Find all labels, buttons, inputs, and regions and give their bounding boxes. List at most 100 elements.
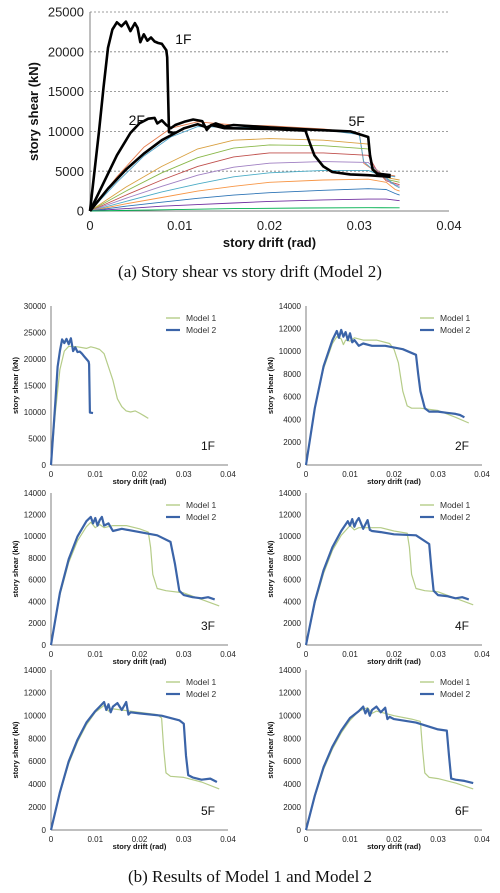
legend-label: Model 1 xyxy=(186,313,217,323)
legend-label: Model 2 xyxy=(440,325,471,335)
y-tick-label: 12000 xyxy=(279,689,302,698)
series-line-model-1 xyxy=(50,704,220,831)
y-tick-label: 2000 xyxy=(283,803,301,812)
y-tick-label: 10000 xyxy=(24,408,47,417)
x-tick-label: 0.03 xyxy=(176,835,192,844)
x-tick-label: 0.01 xyxy=(87,835,103,844)
y-tick-label: 14000 xyxy=(279,302,302,311)
y-axis-label: story shear (kN) xyxy=(266,540,275,598)
y-tick-label: 12000 xyxy=(279,325,302,334)
y-tick-label: 10000 xyxy=(279,347,302,356)
y-tick-label: 2000 xyxy=(283,438,301,447)
x-tick-label: 0.03 xyxy=(430,650,446,659)
y-axis-label: story shear (kN) xyxy=(26,62,41,161)
y-axis-label: story shear (kN) xyxy=(11,540,20,598)
x-tick-label: 0.01 xyxy=(342,470,358,479)
chart-4F: 0 2000 4000 6000 8000 10000 12000 14000 0 0.01 0.0… xyxy=(266,489,490,666)
y-tick-label: 6000 xyxy=(283,393,301,402)
x-axis-label: story drift (rad) xyxy=(113,477,167,486)
x-axis-label: story drift (rad) xyxy=(367,657,421,666)
y-tick-label: 10000 xyxy=(279,532,302,541)
y-axis-label: story shear (kN) xyxy=(266,356,275,414)
y-tick-label: 8000 xyxy=(283,554,301,563)
y-tick-label: 20000 xyxy=(24,355,47,364)
x-axis-label: story drift (rad) xyxy=(113,657,167,666)
y-tick-label: 4000 xyxy=(28,780,46,789)
series-line-10f xyxy=(89,169,400,212)
legend-label: Model 2 xyxy=(440,689,471,699)
y-tick-label: 6000 xyxy=(28,757,46,766)
x-tick-label: 0.04 xyxy=(474,835,490,844)
y-tick-label: 25000 xyxy=(48,5,84,20)
x-tick-label: 0 xyxy=(49,835,54,844)
series-line-13f xyxy=(89,198,400,212)
chart-3F: 0 2000 4000 6000 8000 10000 12000 14000 0 0.01 0.0… xyxy=(11,489,236,666)
x-tick-label: 0.04 xyxy=(436,218,461,233)
y-axis-label: story shear (kN) xyxy=(11,721,20,779)
series-line-model-2 xyxy=(304,328,465,466)
x-tick-label: 0.04 xyxy=(474,650,490,659)
y-tick-label: 5000 xyxy=(28,434,46,443)
y-tick-label: 0 xyxy=(77,204,84,219)
series-line-model-2 xyxy=(304,705,474,831)
y-tick-label: 8000 xyxy=(28,554,46,563)
x-tick-label: 0.04 xyxy=(220,470,236,479)
y-tick-label: 14000 xyxy=(279,489,302,498)
y-axis-label: story shear (kN) xyxy=(266,721,275,779)
x-tick-label: 0.01 xyxy=(87,650,103,659)
series-line-9f xyxy=(89,161,400,212)
x-axis-label: story drift (rad) xyxy=(367,477,421,486)
x-tick-label: 0.04 xyxy=(220,835,236,844)
x-tick-label: 0.03 xyxy=(176,650,192,659)
annotation-label: 2F xyxy=(129,112,145,128)
panel-label: 3F xyxy=(201,619,215,633)
x-tick-label: 0.01 xyxy=(87,470,103,479)
x-tick-label: 0.03 xyxy=(430,470,446,479)
x-tick-label: 0.02 xyxy=(132,650,148,659)
chart-6F: 0 2000 4000 6000 8000 10000 12000 14000 0 0.01 0.0… xyxy=(266,666,490,851)
y-axis-label: story shear (kN) xyxy=(11,356,20,414)
series-line-model-1 xyxy=(50,345,149,466)
chart-5F: 0 2000 4000 6000 8000 10000 12000 14000 0 0.01 0.0… xyxy=(11,666,236,851)
y-tick-label: 14000 xyxy=(24,489,47,498)
y-tick-label: 4000 xyxy=(28,597,46,606)
y-tick-label: 0 xyxy=(42,641,47,650)
legend-label: Model 2 xyxy=(186,512,217,522)
legend-label: Model 2 xyxy=(186,325,217,335)
legend-label: Model 1 xyxy=(186,677,217,687)
y-tick-label: 6000 xyxy=(28,576,46,585)
x-tick-label: 0.01 xyxy=(167,218,192,233)
x-tick-label: 0.01 xyxy=(342,650,358,659)
y-tick-label: 12000 xyxy=(24,511,47,520)
y-tick-label: 10000 xyxy=(279,712,302,721)
series-line-model-2 xyxy=(49,700,218,831)
panel-label: 2F xyxy=(455,439,469,453)
caption-b: (b) Results of Model 1 and Model 2 xyxy=(127,867,373,886)
series-line-model-2 xyxy=(304,516,470,646)
x-tick-label: 0 xyxy=(49,470,54,479)
panel-label: 4F xyxy=(455,619,469,633)
x-tick-label: 0 xyxy=(49,650,54,659)
panel-label: 6F xyxy=(455,804,469,818)
y-tick-label: 14000 xyxy=(279,666,302,675)
y-tick-label: 6000 xyxy=(283,757,301,766)
series-line-model-2 xyxy=(49,337,94,466)
x-tick-label: 0.04 xyxy=(474,470,490,479)
y-tick-label: 5000 xyxy=(55,164,84,179)
y-tick-label: 2000 xyxy=(28,619,46,628)
y-tick-label: 8000 xyxy=(283,370,301,379)
y-tick-label: 8000 xyxy=(283,734,301,743)
series-line-model-1 xyxy=(305,524,474,646)
legend-label: Model 1 xyxy=(440,313,471,323)
chart-2F: 0 2000 4000 6000 8000 10000 12000 14000 0 0.01 0.0… xyxy=(266,302,490,486)
y-tick-label: 10000 xyxy=(24,532,47,541)
panel-label: 1F xyxy=(201,439,215,453)
x-axis-label: story drift (rad) xyxy=(113,842,167,851)
series-line-5f xyxy=(88,122,391,212)
legend-label: Model 2 xyxy=(440,512,471,522)
y-tick-label: 15000 xyxy=(24,381,47,390)
series-line-12f xyxy=(89,188,400,212)
y-tick-label: 25000 xyxy=(24,328,47,337)
y-tick-label: 20000 xyxy=(48,44,84,59)
